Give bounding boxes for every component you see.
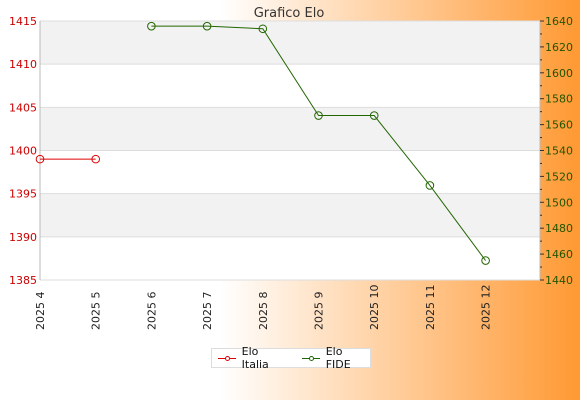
data-point-italia	[35, 154, 45, 164]
x-tick-label: 2025 4	[34, 292, 47, 331]
legend-marker-italia	[218, 354, 236, 362]
data-point-fide	[425, 181, 435, 190]
legend-label-italia: Elo Italia	[241, 345, 269, 371]
x-tick-label: 2025 10	[368, 285, 381, 331]
data-point-italia	[91, 154, 100, 164]
grid-band	[40, 193, 540, 237]
data-point-fide	[481, 256, 490, 265]
legend-item-fide: Elo FIDE	[302, 345, 370, 371]
left-tick-label: 1390	[9, 231, 37, 244]
grid-band	[40, 21, 540, 65]
legend-item-italia: Elo Italia	[218, 345, 288, 371]
data-point-fide	[147, 21, 156, 31]
x-tick-label: 2025 7	[201, 292, 214, 331]
data-point-fide	[369, 111, 379, 120]
chart-title: Grafico Elo	[254, 6, 325, 21]
x-tick-label: 2025 9	[313, 292, 326, 331]
left-tick-label: 1415	[9, 15, 37, 28]
data-point-fide	[258, 24, 268, 34]
right-tick-label: 1480	[545, 222, 573, 235]
legend-label-fide: Elo FIDE	[325, 345, 351, 371]
data-point-fide	[202, 21, 212, 31]
right-tick-label: 1600	[545, 67, 573, 80]
right-tick-label: 1460	[545, 248, 573, 261]
left-tick-label: 1405	[9, 101, 37, 114]
right-tick-label: 1500	[545, 196, 573, 209]
right-tick-label: 1580	[545, 93, 573, 106]
right-tick-label: 1440	[545, 274, 573, 287]
right-tick-label: 1520	[545, 170, 573, 183]
data-point-fide	[314, 111, 323, 120]
x-tick-label: 2025 8	[257, 292, 270, 331]
right-tick-label: 1620	[545, 41, 573, 54]
legend-marker-fide	[302, 354, 320, 362]
right-tick-label: 1540	[545, 145, 573, 158]
x-tick-label: 2025 12	[480, 285, 493, 330]
right-tick-label: 1560	[545, 119, 573, 132]
right-tick-label: 1640	[545, 15, 573, 28]
series-line-fide	[151, 25, 487, 261]
grid-band	[40, 107, 540, 151]
left-tick-label: 1410	[9, 58, 37, 71]
x-tick-label: 2025 6	[145, 292, 158, 331]
left-tick-label: 1385	[9, 274, 37, 287]
left-tick-label: 1400	[9, 145, 37, 158]
left-tick-label: 1395	[9, 188, 37, 201]
x-tick-label: 2025 5	[90, 292, 103, 331]
chart-legend: Elo Italia Elo FIDE	[211, 345, 371, 371]
x-tick-label: 2025 11	[424, 285, 437, 331]
